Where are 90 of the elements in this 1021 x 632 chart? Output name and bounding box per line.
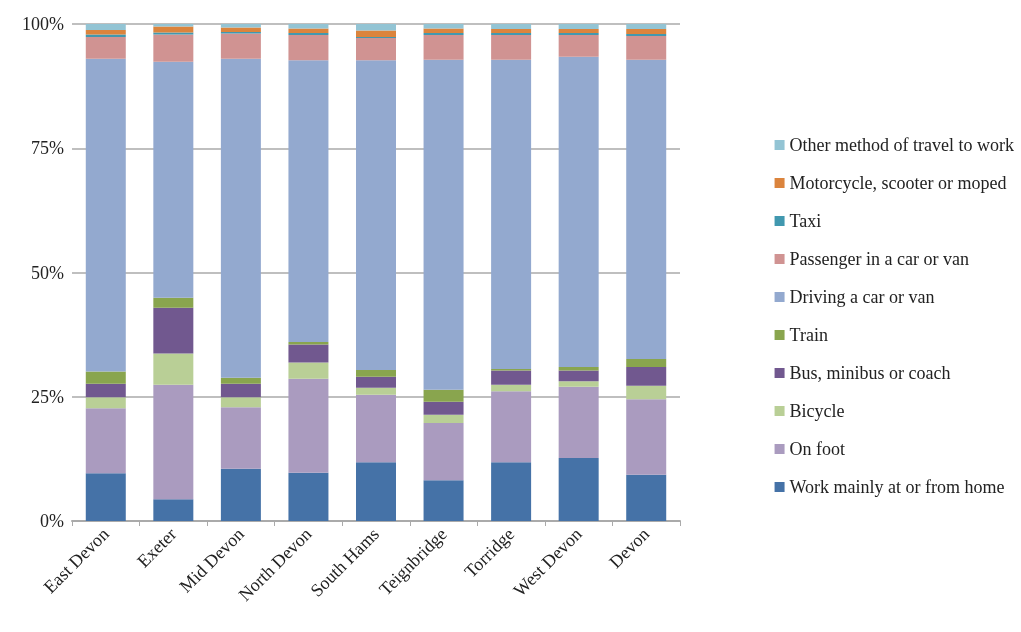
legend-label: Train [789, 325, 828, 345]
bar [423, 34, 464, 60]
legend-label: Other method of travel to work [789, 135, 1014, 155]
bar [491, 59, 532, 369]
bar [85, 36, 126, 59]
bar [288, 362, 329, 379]
legend-label: Work mainly at or from home [789, 477, 1005, 497]
bar [220, 377, 261, 384]
bar [85, 34, 126, 37]
bar [220, 33, 261, 59]
bar [626, 366, 667, 386]
bar [423, 389, 464, 402]
legend-label: Driving a car or van [789, 287, 935, 307]
bar [558, 457, 599, 521]
bar [85, 408, 126, 474]
bar [356, 394, 396, 463]
legend-label: Passenger in a car or van [789, 249, 969, 269]
bar [626, 358, 667, 367]
bar [356, 37, 396, 61]
bar [423, 414, 464, 424]
bar [153, 34, 194, 62]
bar [85, 397, 126, 409]
bar [288, 60, 329, 343]
y-tick-label: 50% [31, 262, 64, 283]
bar [220, 383, 261, 398]
bar [558, 28, 599, 33]
bar [356, 24, 396, 31]
legend-label: Taxi [789, 211, 822, 231]
bar [220, 468, 261, 521]
bar [356, 376, 396, 388]
bar [626, 385, 667, 400]
bar [220, 27, 261, 32]
bar [153, 61, 194, 298]
legend-label: Bicycle [789, 401, 845, 421]
bar [220, 407, 261, 469]
y-tick-label: 75% [31, 138, 64, 159]
bar [626, 59, 667, 359]
bar [423, 28, 464, 33]
bar [491, 462, 532, 521]
bar [356, 387, 396, 395]
bar [220, 58, 261, 378]
legend-label: On foot [789, 439, 846, 459]
bar [558, 381, 599, 387]
bar [423, 423, 464, 481]
bar [288, 472, 329, 521]
bar [288, 344, 329, 363]
bar [491, 384, 532, 392]
bar [85, 473, 126, 521]
bar [491, 370, 532, 385]
bar [85, 371, 126, 384]
bar [491, 34, 532, 60]
y-tick-label: 25% [31, 386, 64, 407]
bar [356, 30, 396, 37]
bar [558, 56, 599, 367]
bar [491, 391, 532, 463]
bar [220, 397, 261, 408]
bar [423, 59, 464, 390]
bar [626, 35, 667, 60]
bar [356, 60, 396, 370]
bar [153, 499, 194, 521]
bar [423, 480, 464, 521]
bar [558, 386, 599, 458]
bar [626, 28, 667, 34]
bar [153, 353, 194, 385]
bar [558, 24, 599, 29]
bar [153, 384, 194, 500]
bar [626, 24, 667, 29]
bar [491, 24, 532, 29]
bar [558, 370, 599, 382]
bar [288, 342, 329, 345]
bar [423, 401, 464, 415]
bar [288, 378, 329, 473]
bar [288, 34, 329, 61]
bar [85, 383, 126, 398]
bar [153, 297, 194, 308]
bar [288, 28, 329, 33]
bar [558, 34, 599, 57]
bar [491, 28, 532, 33]
legend-label: Bus, minibus or coach [789, 363, 951, 383]
bar [626, 474, 667, 521]
y-tick-label: 0% [40, 511, 64, 531]
bar [153, 307, 194, 354]
legend-label: Motorcycle, scooter or moped [789, 173, 1007, 193]
bar [85, 58, 126, 372]
bar [85, 24, 126, 30]
y-tick-label: 100% [22, 14, 64, 34]
bar [356, 369, 396, 377]
bar [356, 462, 396, 521]
bar [153, 26, 194, 33]
bar [626, 399, 667, 475]
